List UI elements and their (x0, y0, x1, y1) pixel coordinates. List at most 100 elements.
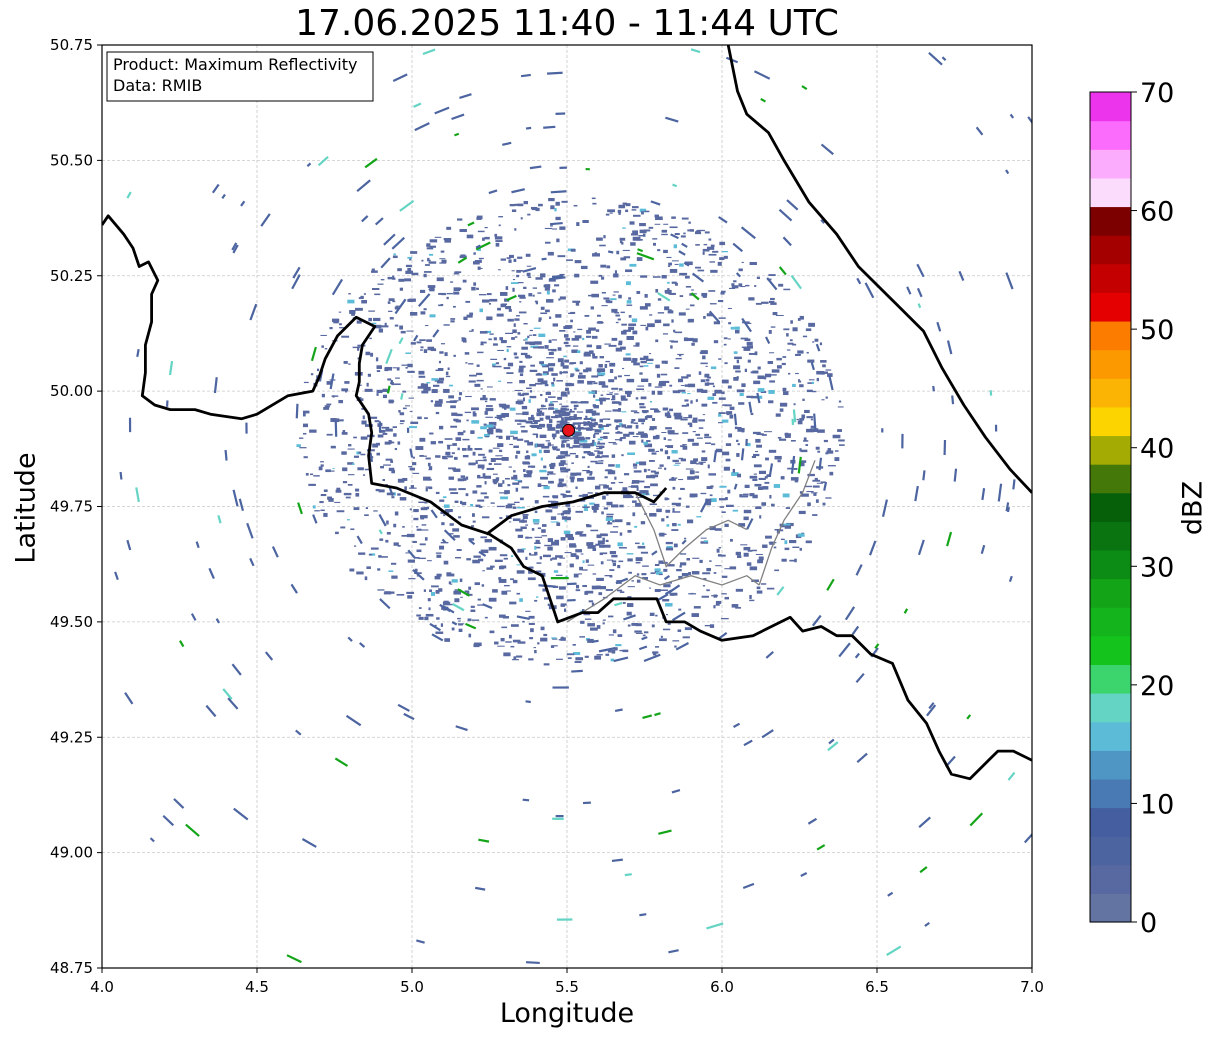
echo-streak (56, 191, 63, 203)
echo-pixel (583, 369, 589, 373)
echo-pixel (757, 366, 761, 370)
echo-pixel (696, 437, 703, 439)
echo-pixel (665, 427, 672, 430)
echo-pixel (556, 423, 564, 427)
echo-pixel (373, 510, 378, 512)
echo-pixel (677, 523, 681, 526)
echo-streak (334, 757, 349, 767)
echo-pixel (498, 380, 502, 382)
echo-pixel (723, 337, 728, 340)
echo-pixel (540, 312, 548, 315)
echo-pixel (436, 554, 442, 558)
echo-pixel (505, 504, 513, 509)
echo-pixel (592, 547, 597, 552)
echo-pixel (414, 556, 420, 559)
echo-pixel (482, 456, 487, 459)
echo-pixel (468, 538, 475, 541)
echo-pixel (564, 468, 571, 472)
echo-pixel (621, 241, 624, 245)
echo-pixel (478, 558, 484, 562)
echo-pixel (509, 601, 517, 605)
echo-pixel (595, 462, 604, 465)
echo-pixel (435, 589, 440, 594)
echo-pixel (476, 217, 482, 220)
echo-pixel (439, 262, 446, 264)
echo-pixel (810, 425, 817, 428)
echo-streak (286, 954, 302, 964)
colorbar-segment (1090, 464, 1131, 494)
echo-pixel (670, 345, 673, 349)
echo-pixel (435, 411, 440, 415)
echo-pixel (621, 411, 627, 413)
echo-pixel (806, 389, 813, 393)
echo-pixel (706, 501, 712, 506)
echo-pixel (641, 439, 644, 443)
echo-pixel (622, 202, 628, 205)
echo-pixel (597, 451, 604, 455)
echo-pixel (419, 289, 426, 293)
echo-streak (718, 216, 728, 224)
echo-pixel (488, 597, 497, 602)
echo-pixel (412, 540, 417, 543)
echo-pixel (623, 433, 630, 437)
echo-pixel (741, 261, 744, 264)
echo-pixel (370, 352, 374, 357)
echo-streak (306, 162, 312, 168)
echo-pixel (440, 511, 444, 514)
echo-pixel (475, 504, 481, 508)
echo-pixel (602, 397, 605, 400)
echo-pixel (706, 246, 715, 250)
echo-pixel (574, 661, 582, 663)
echo-pixel (736, 389, 745, 393)
echo-pixel (457, 431, 464, 436)
echo-streak (624, 873, 632, 877)
echo-pixel (429, 432, 434, 435)
echo-pixel (501, 457, 509, 461)
echo-pixel (635, 461, 641, 465)
echo-pixel (519, 497, 524, 501)
echo-pixel (570, 401, 578, 404)
echo-pixel (517, 332, 521, 335)
echo-pixel (604, 469, 613, 472)
echo-pixel (496, 414, 504, 417)
echo-pixel (460, 475, 466, 478)
echo-pixel (548, 339, 552, 343)
echo-pixel (712, 401, 718, 404)
echo-pixel (573, 204, 578, 207)
echo-pixel (392, 277, 396, 280)
echo-pixel (596, 322, 604, 324)
colorbar-segment (1090, 864, 1131, 894)
echo-streak (520, 73, 531, 78)
echo-streak (765, 336, 771, 344)
echo-pixel (596, 447, 603, 450)
echo-pixel (724, 362, 728, 365)
echo-pixel (834, 457, 840, 462)
echo-pixel (335, 489, 342, 493)
echo-pixel (706, 589, 710, 592)
echo-pixel (522, 515, 528, 520)
echo-pixel (811, 381, 815, 385)
echo-pixel (562, 494, 566, 498)
echo-streak (126, 539, 132, 551)
echo-pixel (706, 382, 715, 385)
echo-pixel (540, 380, 548, 385)
echo-pixel (691, 342, 695, 346)
echo-pixel (569, 544, 577, 548)
echo-pixel (523, 323, 528, 325)
echo-pixel (355, 307, 363, 311)
echo-pixel (570, 417, 578, 420)
echo-pixel (678, 575, 683, 580)
echo-pixel (453, 291, 460, 295)
echo-pixel (313, 475, 320, 477)
echo-pixel (628, 440, 636, 445)
echo-pixel (614, 647, 618, 651)
echo-pixel (517, 294, 526, 298)
echo-pixel (641, 211, 644, 215)
echo-streak (598, 647, 616, 653)
echo-pixel (631, 622, 639, 626)
echo-pixel (384, 367, 389, 372)
echo-streak (943, 439, 947, 456)
echo-streak (403, 712, 415, 721)
